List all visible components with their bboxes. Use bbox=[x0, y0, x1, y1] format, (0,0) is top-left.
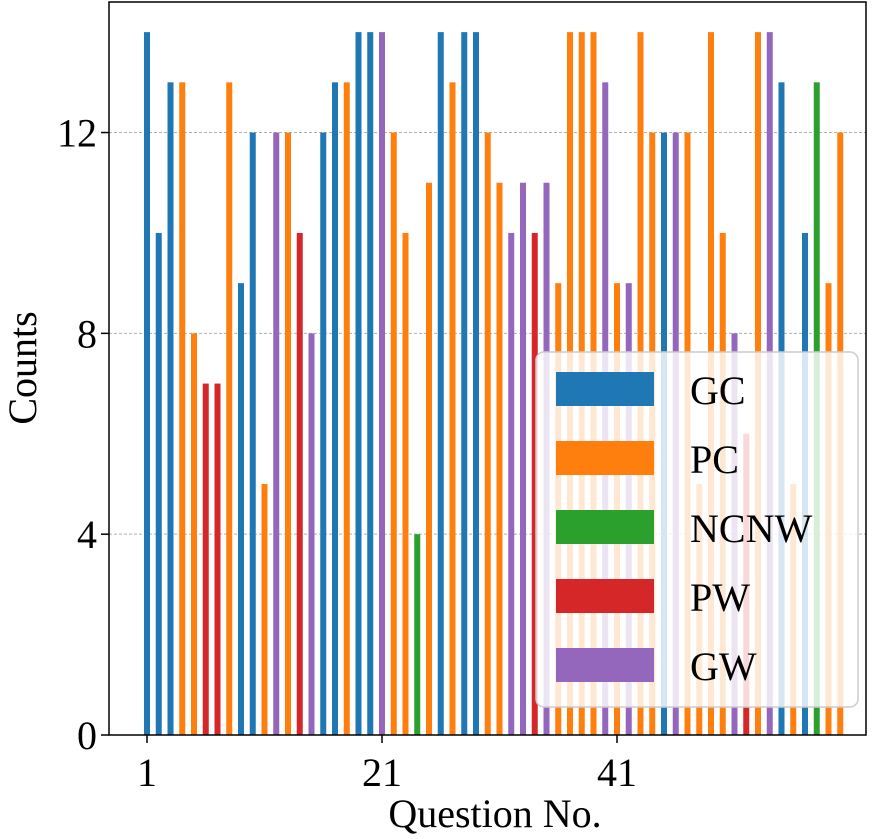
bar-q22-pc bbox=[390, 132, 397, 735]
x-tick-label: 21 bbox=[362, 750, 402, 795]
bar-q27-pc bbox=[449, 82, 456, 736]
legend-swatch-ncnw bbox=[556, 510, 654, 544]
bar-q21-gw bbox=[379, 32, 385, 735]
legend-label-gw: GW bbox=[690, 644, 757, 689]
legend: GC PC NCNW PW GW bbox=[535, 351, 859, 708]
bar-q20-gc bbox=[367, 32, 374, 735]
bar-q17-gc bbox=[332, 82, 338, 736]
plot-frame bbox=[108, 1, 867, 736]
bar-q16-gc bbox=[320, 132, 327, 735]
bar-q11-pc bbox=[261, 483, 268, 735]
bar-q19-gc bbox=[355, 32, 362, 735]
bar-q1-gc bbox=[144, 32, 150, 735]
y-tick-label: 12 bbox=[57, 111, 97, 156]
bar-q34-pw bbox=[531, 232, 538, 736]
bar-q7-pw bbox=[214, 383, 221, 735]
bar-q5-pc bbox=[191, 333, 197, 735]
bar-q18-pc bbox=[343, 82, 350, 736]
bar-q6-pw bbox=[202, 383, 209, 735]
legend-swatch-pw bbox=[556, 579, 654, 613]
y-tick-label: 0 bbox=[77, 713, 97, 758]
bar-q2-gc bbox=[155, 232, 162, 736]
legend-label-pc: PC bbox=[690, 437, 739, 482]
bar-q15-gw bbox=[308, 333, 315, 735]
bar-q32-gw bbox=[508, 232, 515, 736]
legend-swatch-pc bbox=[556, 441, 654, 475]
legend-label-pw: PW bbox=[690, 575, 750, 620]
y-axis-ticks: 0 4 8 12 bbox=[57, 111, 109, 758]
legend-swatch-gc bbox=[556, 372, 654, 406]
legend-label-gc: GC bbox=[690, 368, 746, 413]
bar-q28-gc bbox=[461, 32, 468, 735]
x-tick-label: 41 bbox=[597, 750, 637, 795]
bar-q4-pc bbox=[179, 82, 186, 736]
bar-q9-gc bbox=[238, 283, 244, 735]
bar-q13-pc bbox=[285, 132, 291, 735]
bar-q12-gw bbox=[273, 132, 280, 735]
legend-box bbox=[535, 351, 859, 708]
bar-q31-pc bbox=[496, 182, 503, 735]
y-tick-label: 8 bbox=[77, 311, 97, 356]
bar-q23-pc bbox=[402, 232, 409, 736]
bar-q33-gw bbox=[520, 182, 526, 735]
bar-q10-gc bbox=[249, 132, 256, 735]
bar-q29-gc bbox=[473, 32, 479, 735]
legend-label-ncnw: NCNW bbox=[690, 506, 812, 551]
x-tick-label: 1 bbox=[137, 750, 157, 795]
bar-q30-pc bbox=[484, 132, 491, 735]
x-axis-label: Question No. bbox=[388, 791, 601, 836]
bar-q26-gc bbox=[437, 32, 444, 735]
bar-q14-pw bbox=[296, 232, 303, 736]
y-axis-label: Counts bbox=[0, 311, 45, 424]
bar-q8-pc bbox=[226, 82, 233, 736]
legend-swatch-gw bbox=[556, 648, 654, 682]
bar-q3-gc bbox=[167, 82, 174, 736]
bar-q24-ncnw bbox=[414, 534, 421, 735]
y-tick-label: 4 bbox=[77, 512, 97, 557]
x-axis-ticks: 1 21 41 bbox=[137, 735, 637, 795]
bar-q25-pc bbox=[426, 182, 432, 735]
